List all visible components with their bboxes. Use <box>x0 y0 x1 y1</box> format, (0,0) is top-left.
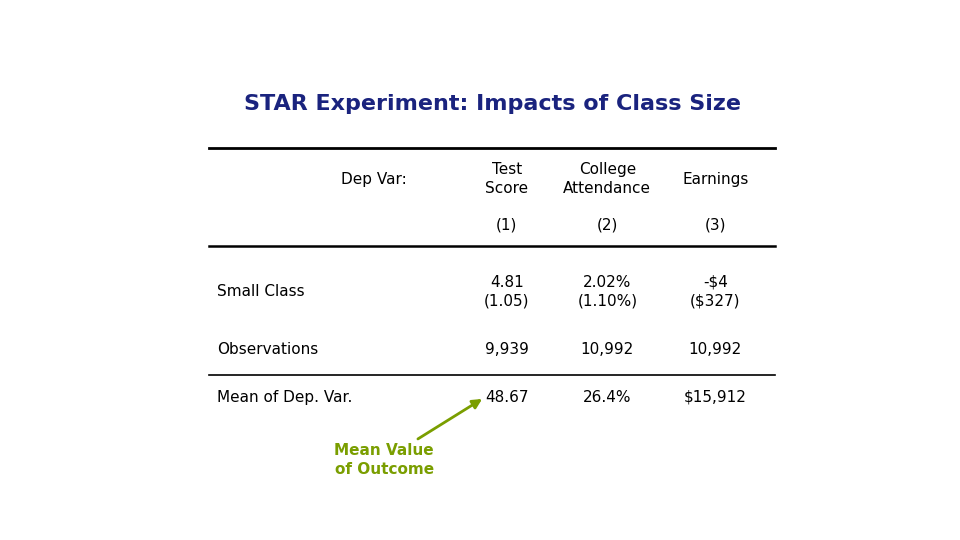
Text: Test
Score: Test Score <box>486 163 528 196</box>
Text: 4.81
(1.05): 4.81 (1.05) <box>484 275 530 308</box>
Text: 26.4%: 26.4% <box>583 390 632 405</box>
Text: 10,992: 10,992 <box>581 342 634 357</box>
Text: 9,939: 9,939 <box>485 342 529 357</box>
Text: Observations: Observations <box>217 342 318 357</box>
Text: (3): (3) <box>705 218 726 232</box>
Text: (2): (2) <box>596 218 618 232</box>
Text: College
Attendance: College Attendance <box>564 163 651 196</box>
Text: STAR Experiment: Impacts of Class Size: STAR Experiment: Impacts of Class Size <box>244 94 740 114</box>
Text: $15,912: $15,912 <box>684 390 747 405</box>
Text: Small Class: Small Class <box>217 284 304 299</box>
Text: Earnings: Earnings <box>682 172 749 187</box>
Text: Mean of Dep. Var.: Mean of Dep. Var. <box>217 390 352 405</box>
Text: Mean Value
of Outcome: Mean Value of Outcome <box>334 401 480 477</box>
Text: -$4
($327): -$4 ($327) <box>690 275 740 308</box>
Text: 2.02%
(1.10%): 2.02% (1.10%) <box>577 275 637 308</box>
Text: 10,992: 10,992 <box>688 342 742 357</box>
Text: (1): (1) <box>496 218 517 232</box>
Text: 48.67: 48.67 <box>485 390 529 405</box>
Text: Dep Var:: Dep Var: <box>341 172 406 187</box>
